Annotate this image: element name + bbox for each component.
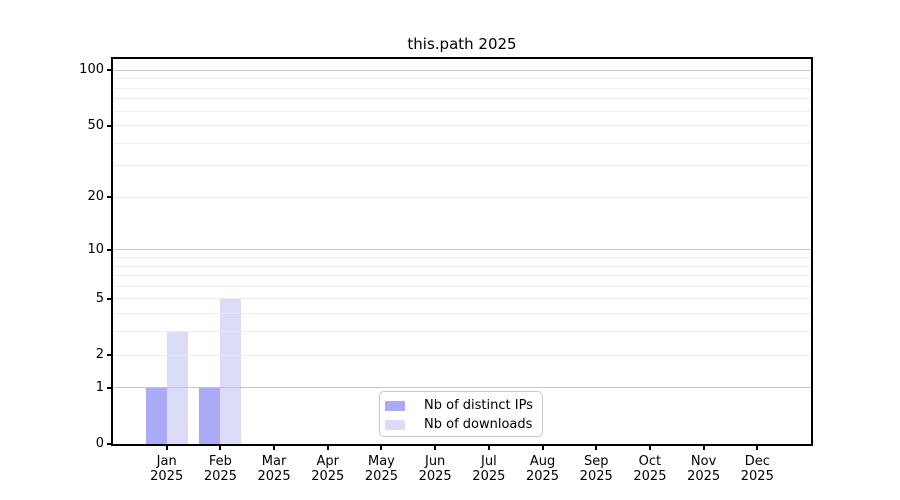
x-tick-label: Feb 2025: [203, 454, 237, 484]
x-tick-label: Dec 2025: [740, 454, 774, 484]
x-tick-label: Aug 2025: [525, 454, 560, 484]
x-axis-tick: [648, 444, 651, 450]
x-tick-label: Nov 2025: [687, 454, 721, 484]
x-tick-label: Apr 2025: [311, 454, 345, 484]
gridline-minor: [113, 354, 811, 356]
bar-downloads: [220, 298, 242, 444]
bar-distinct-ips: [145, 387, 167, 444]
gridline-major: [113, 69, 811, 71]
legend-entry: Nb of downloads: [380, 415, 542, 434]
x-axis-tick: [326, 444, 329, 450]
y-axis-tick: [107, 196, 113, 199]
x-axis-tick: [702, 444, 705, 450]
gridline-minor: [113, 285, 811, 287]
plot-area: [113, 59, 811, 444]
x-tick-label: May 2025: [364, 454, 398, 484]
x-axis-tick: [165, 444, 168, 450]
y-tick-label: 0: [95, 436, 104, 451]
chart-title: this.path 2025: [407, 35, 517, 53]
x-tick-label: Jul 2025: [472, 454, 506, 484]
x-tick-label: Jan 2025: [150, 454, 184, 484]
x-axis-tick: [595, 444, 598, 450]
gridline-minor: [113, 298, 811, 300]
x-axis-tick: [219, 444, 222, 450]
x-tick-label: Oct 2025: [633, 454, 667, 484]
gridline-minor: [113, 331, 811, 333]
gridline-minor: [113, 142, 811, 144]
y-axis-tick: [107, 248, 113, 251]
legend-entry: Nb of distinct IPs: [380, 396, 542, 415]
x-tick-label: Mar 2025: [257, 454, 291, 484]
y-tick-label: 5: [95, 290, 104, 306]
y-axis-tick: [107, 69, 113, 72]
y-axis-tick: [107, 443, 113, 445]
y-axis-tick: [107, 354, 113, 357]
gridline-minor: [113, 275, 811, 277]
legend-swatch-distinct-ips: [385, 400, 405, 411]
y-axis-tick: [107, 124, 113, 127]
bar-distinct-ips: [199, 387, 221, 444]
gridline-major: [113, 249, 811, 251]
x-axis-tick: [273, 444, 276, 450]
y-tick-label: 20: [87, 189, 104, 205]
gridline-minor: [113, 257, 811, 258]
legend-label: Nb of downloads: [424, 417, 533, 432]
gridline-minor: [113, 78, 811, 80]
gridline-minor: [113, 313, 811, 315]
legend: Nb of distinct IPs Nb of downloads: [379, 391, 543, 437]
legend-label: Nb of distinct IPs: [424, 398, 533, 413]
x-axis-tick: [434, 444, 437, 450]
gridline-minor: [113, 125, 811, 127]
y-tick-label: 1: [95, 379, 104, 395]
gridline-minor: [113, 87, 811, 89]
x-axis-tick: [487, 444, 490, 450]
y-tick-label: 100: [79, 62, 104, 78]
gridline-minor: [113, 110, 811, 112]
legend-swatch-downloads: [385, 419, 405, 430]
y-tick-label: 2: [95, 347, 104, 363]
x-axis-tick: [541, 444, 544, 450]
y-tick-label: 50: [87, 117, 104, 133]
gridline-minor: [113, 196, 811, 198]
x-axis-tick: [380, 444, 383, 450]
x-tick-label: Sep 2025: [579, 454, 613, 484]
x-tick-label: Jun 2025: [418, 454, 452, 484]
gridline-minor: [113, 265, 811, 267]
y-axis-tick: [107, 386, 113, 389]
x-axis-tick: [756, 444, 759, 450]
gridline-minor: [113, 165, 811, 167]
gridline-minor: [113, 98, 811, 100]
y-axis-tick: [107, 297, 113, 300]
y-tick-label: 10: [87, 241, 104, 257]
gridline-major: [113, 387, 811, 389]
